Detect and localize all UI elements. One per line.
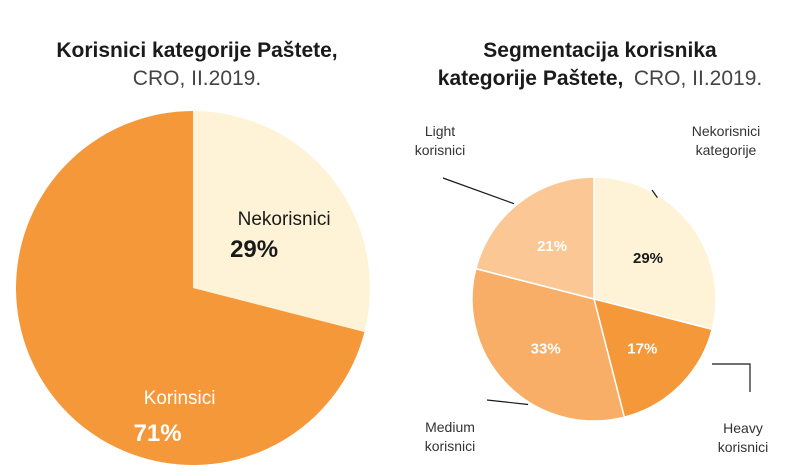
right-pie-value-light-korisnici: 21% xyxy=(537,238,567,255)
right-pie-leader-medium-korisnici xyxy=(486,399,529,406)
left-pie-slice-nekorisnici xyxy=(193,111,371,333)
right-chart-title-light: CRO, II.2019. xyxy=(634,67,762,90)
right-pie-value-nekorisnici-kategorije: 29% xyxy=(633,250,663,267)
right-pie-leader-light-korisnici xyxy=(442,177,515,205)
right-pie-slice-light-korisnici xyxy=(474,176,595,300)
left-pie-value-korinsici: 71% xyxy=(134,420,182,447)
left-chart-title: Korisnici kategorije Paštete, xyxy=(56,39,337,62)
right-pie-callout-nekorisnici-kategorije: Nekorisnici kategorije xyxy=(692,123,760,158)
right-pie-chart: 29% 17% 33% 21% xyxy=(471,176,717,422)
left-chart-subtitle: CRO, II.2019. xyxy=(133,67,261,90)
right-pie-callout-heavy-korisnici: Heavy korisnici xyxy=(718,420,769,455)
right-pie-callouts: Nekorisnici kategorije Heavy korisnici Mediu… xyxy=(415,123,769,455)
right-pie-callout-medium-korisnici: Medium korisnici xyxy=(425,419,476,454)
right-pie-slice-heavy-korisnici xyxy=(592,297,714,419)
right-pie-leader-nekorisnici-kategorije xyxy=(651,189,658,198)
right-pie-slice-medium-korisnici xyxy=(471,267,626,422)
right-chart-title-line1: Segmentacija korisnika xyxy=(483,39,717,62)
left-pie-chart: Nekorisnici 29% Korinsici 71% xyxy=(16,111,371,465)
right-pie-callout-light-korisnici: Light korisnici xyxy=(415,123,466,158)
left-pie-label-korinsici: Korinsici xyxy=(144,388,216,409)
right-chart-title-line2: kategorije Paštete, CRO, II.2019. xyxy=(438,67,762,90)
left-pie-value-nekorisnici: 29% xyxy=(230,236,278,263)
right-pie-value-heavy-korisnici: 17% xyxy=(627,340,657,357)
left-pie-label-nekorisnici: Nekorisnici xyxy=(238,209,331,230)
right-pie-slice-nekorisnici-kategorije xyxy=(593,176,717,331)
right-pie-leader-heavy-korisnici xyxy=(712,363,751,392)
left-pie-slice-korinsici xyxy=(16,111,365,465)
right-chart-title-bold: kategorije Paštete, xyxy=(438,67,624,90)
right-pie-value-medium-korisnici: 33% xyxy=(531,340,561,357)
